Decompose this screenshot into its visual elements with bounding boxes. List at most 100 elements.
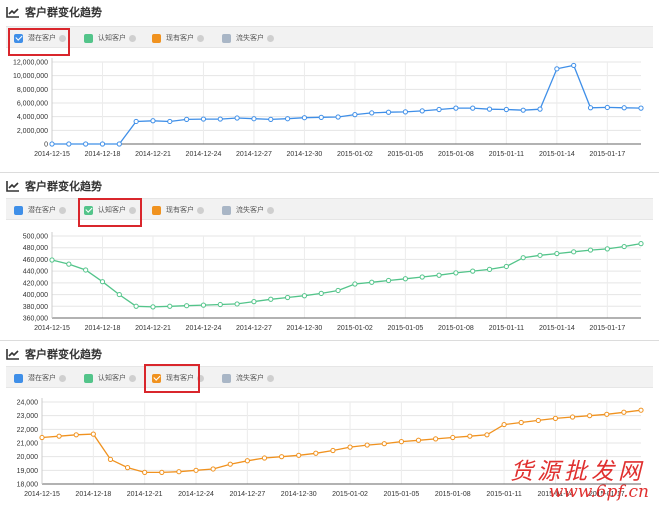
help-icon[interactable] [59, 34, 66, 42]
data-point[interactable] [537, 252, 543, 258]
data-point[interactable] [587, 105, 594, 111]
help-icon[interactable] [267, 374, 274, 382]
legend-item[interactable]: 认知客户 [84, 372, 136, 384]
data-point[interactable] [503, 263, 509, 270]
data-point[interactable] [520, 107, 526, 113]
data-point[interactable] [301, 115, 308, 121]
data-point[interactable] [385, 109, 392, 115]
data-point[interactable] [107, 456, 114, 463]
legend-item[interactable]: 流失客户 [222, 32, 274, 44]
data-point[interactable] [244, 458, 250, 464]
legend-swatch-icon[interactable] [222, 373, 231, 383]
legend-swatch-icon[interactable] [14, 373, 23, 383]
data-point[interactable] [335, 287, 341, 294]
data-point[interactable] [279, 454, 285, 460]
data-point[interactable] [49, 141, 55, 147]
data-point[interactable] [571, 249, 577, 255]
data-point[interactable] [571, 62, 577, 69]
data-point[interactable] [433, 436, 439, 442]
data-point[interactable] [217, 116, 223, 122]
data-point[interactable] [184, 303, 190, 309]
data-point[interactable] [369, 110, 375, 116]
data-point[interactable] [285, 116, 291, 122]
data-point[interactable] [261, 455, 268, 461]
help-icon[interactable] [59, 206, 66, 214]
data-point[interactable] [436, 272, 442, 278]
data-point[interactable] [318, 290, 324, 297]
help-icon[interactable] [197, 206, 204, 214]
data-point[interactable] [184, 116, 190, 123]
data-point[interactable] [124, 465, 131, 471]
data-point[interactable] [470, 105, 476, 111]
help-icon[interactable] [129, 206, 136, 214]
data-point[interactable] [554, 250, 560, 257]
data-point[interactable] [313, 450, 319, 456]
data-point[interactable] [73, 432, 79, 438]
data-point[interactable] [227, 461, 233, 467]
data-point[interactable] [200, 302, 207, 308]
data-point[interactable] [537, 106, 543, 112]
data-point[interactable] [142, 469, 148, 475]
data-point[interactable] [518, 419, 524, 426]
data-point[interactable] [335, 114, 341, 120]
data-point[interactable] [535, 417, 541, 424]
data-point[interactable] [419, 274, 425, 280]
data-point[interactable] [453, 105, 459, 111]
legend-swatch-icon[interactable] [14, 205, 23, 215]
data-point[interactable] [520, 255, 526, 261]
data-point[interactable] [381, 441, 387, 447]
data-point[interactable] [210, 466, 216, 472]
help-icon[interactable] [267, 34, 274, 42]
data-point[interactable] [251, 116, 257, 122]
data-point[interactable] [415, 437, 422, 443]
data-point[interactable] [99, 141, 106, 147]
help-icon[interactable] [197, 374, 204, 382]
data-point[interactable] [150, 118, 156, 124]
data-point[interactable] [347, 444, 353, 450]
data-point[interactable] [352, 112, 358, 118]
legend-swatch-icon[interactable] [84, 373, 93, 383]
data-point[interactable] [486, 266, 493, 272]
data-point[interactable] [638, 407, 644, 413]
data-point[interactable] [330, 447, 336, 454]
legend-swatch-icon[interactable] [222, 205, 231, 215]
data-point[interactable] [552, 415, 559, 422]
data-point[interactable] [587, 413, 593, 419]
data-point[interactable] [159, 469, 165, 475]
data-point[interactable] [193, 467, 199, 473]
legend-item[interactable]: 流失客户 [222, 372, 274, 384]
data-point[interactable] [301, 293, 308, 299]
legend-item[interactable]: 认知客户 [84, 204, 136, 216]
legend-item[interactable]: 潜在客户 [14, 204, 66, 216]
data-point[interactable] [318, 114, 324, 120]
data-point[interactable] [90, 431, 96, 437]
help-icon[interactable] [197, 34, 204, 42]
data-point[interactable] [133, 118, 139, 125]
legend-item[interactable]: 流失客户 [222, 204, 274, 216]
help-icon[interactable] [129, 374, 136, 382]
data-point[interactable] [296, 452, 302, 458]
data-point[interactable] [285, 294, 291, 301]
data-point[interactable] [83, 267, 89, 273]
legend-item[interactable]: 现有客户 [152, 372, 204, 384]
data-point[interactable] [217, 301, 223, 308]
data-point[interactable] [419, 108, 425, 114]
help-icon[interactable] [267, 206, 274, 214]
data-point[interactable] [200, 116, 207, 122]
data-point[interactable] [268, 296, 274, 302]
legend-item[interactable]: 认知客户 [84, 32, 136, 44]
data-point[interactable] [176, 469, 182, 475]
legend-checkbox-checked-icon[interactable] [84, 205, 93, 215]
data-point[interactable] [66, 261, 72, 267]
data-point[interactable] [99, 279, 106, 285]
data-point[interactable] [364, 442, 370, 448]
data-point[interactable] [621, 243, 627, 250]
data-point[interactable] [66, 141, 72, 147]
data-point[interactable] [352, 281, 358, 287]
data-point[interactable] [638, 105, 644, 111]
data-point[interactable] [83, 141, 89, 147]
data-point[interactable] [436, 106, 442, 113]
data-point[interactable] [116, 141, 122, 147]
data-point[interactable] [587, 247, 594, 253]
data-point[interactable] [133, 303, 139, 309]
